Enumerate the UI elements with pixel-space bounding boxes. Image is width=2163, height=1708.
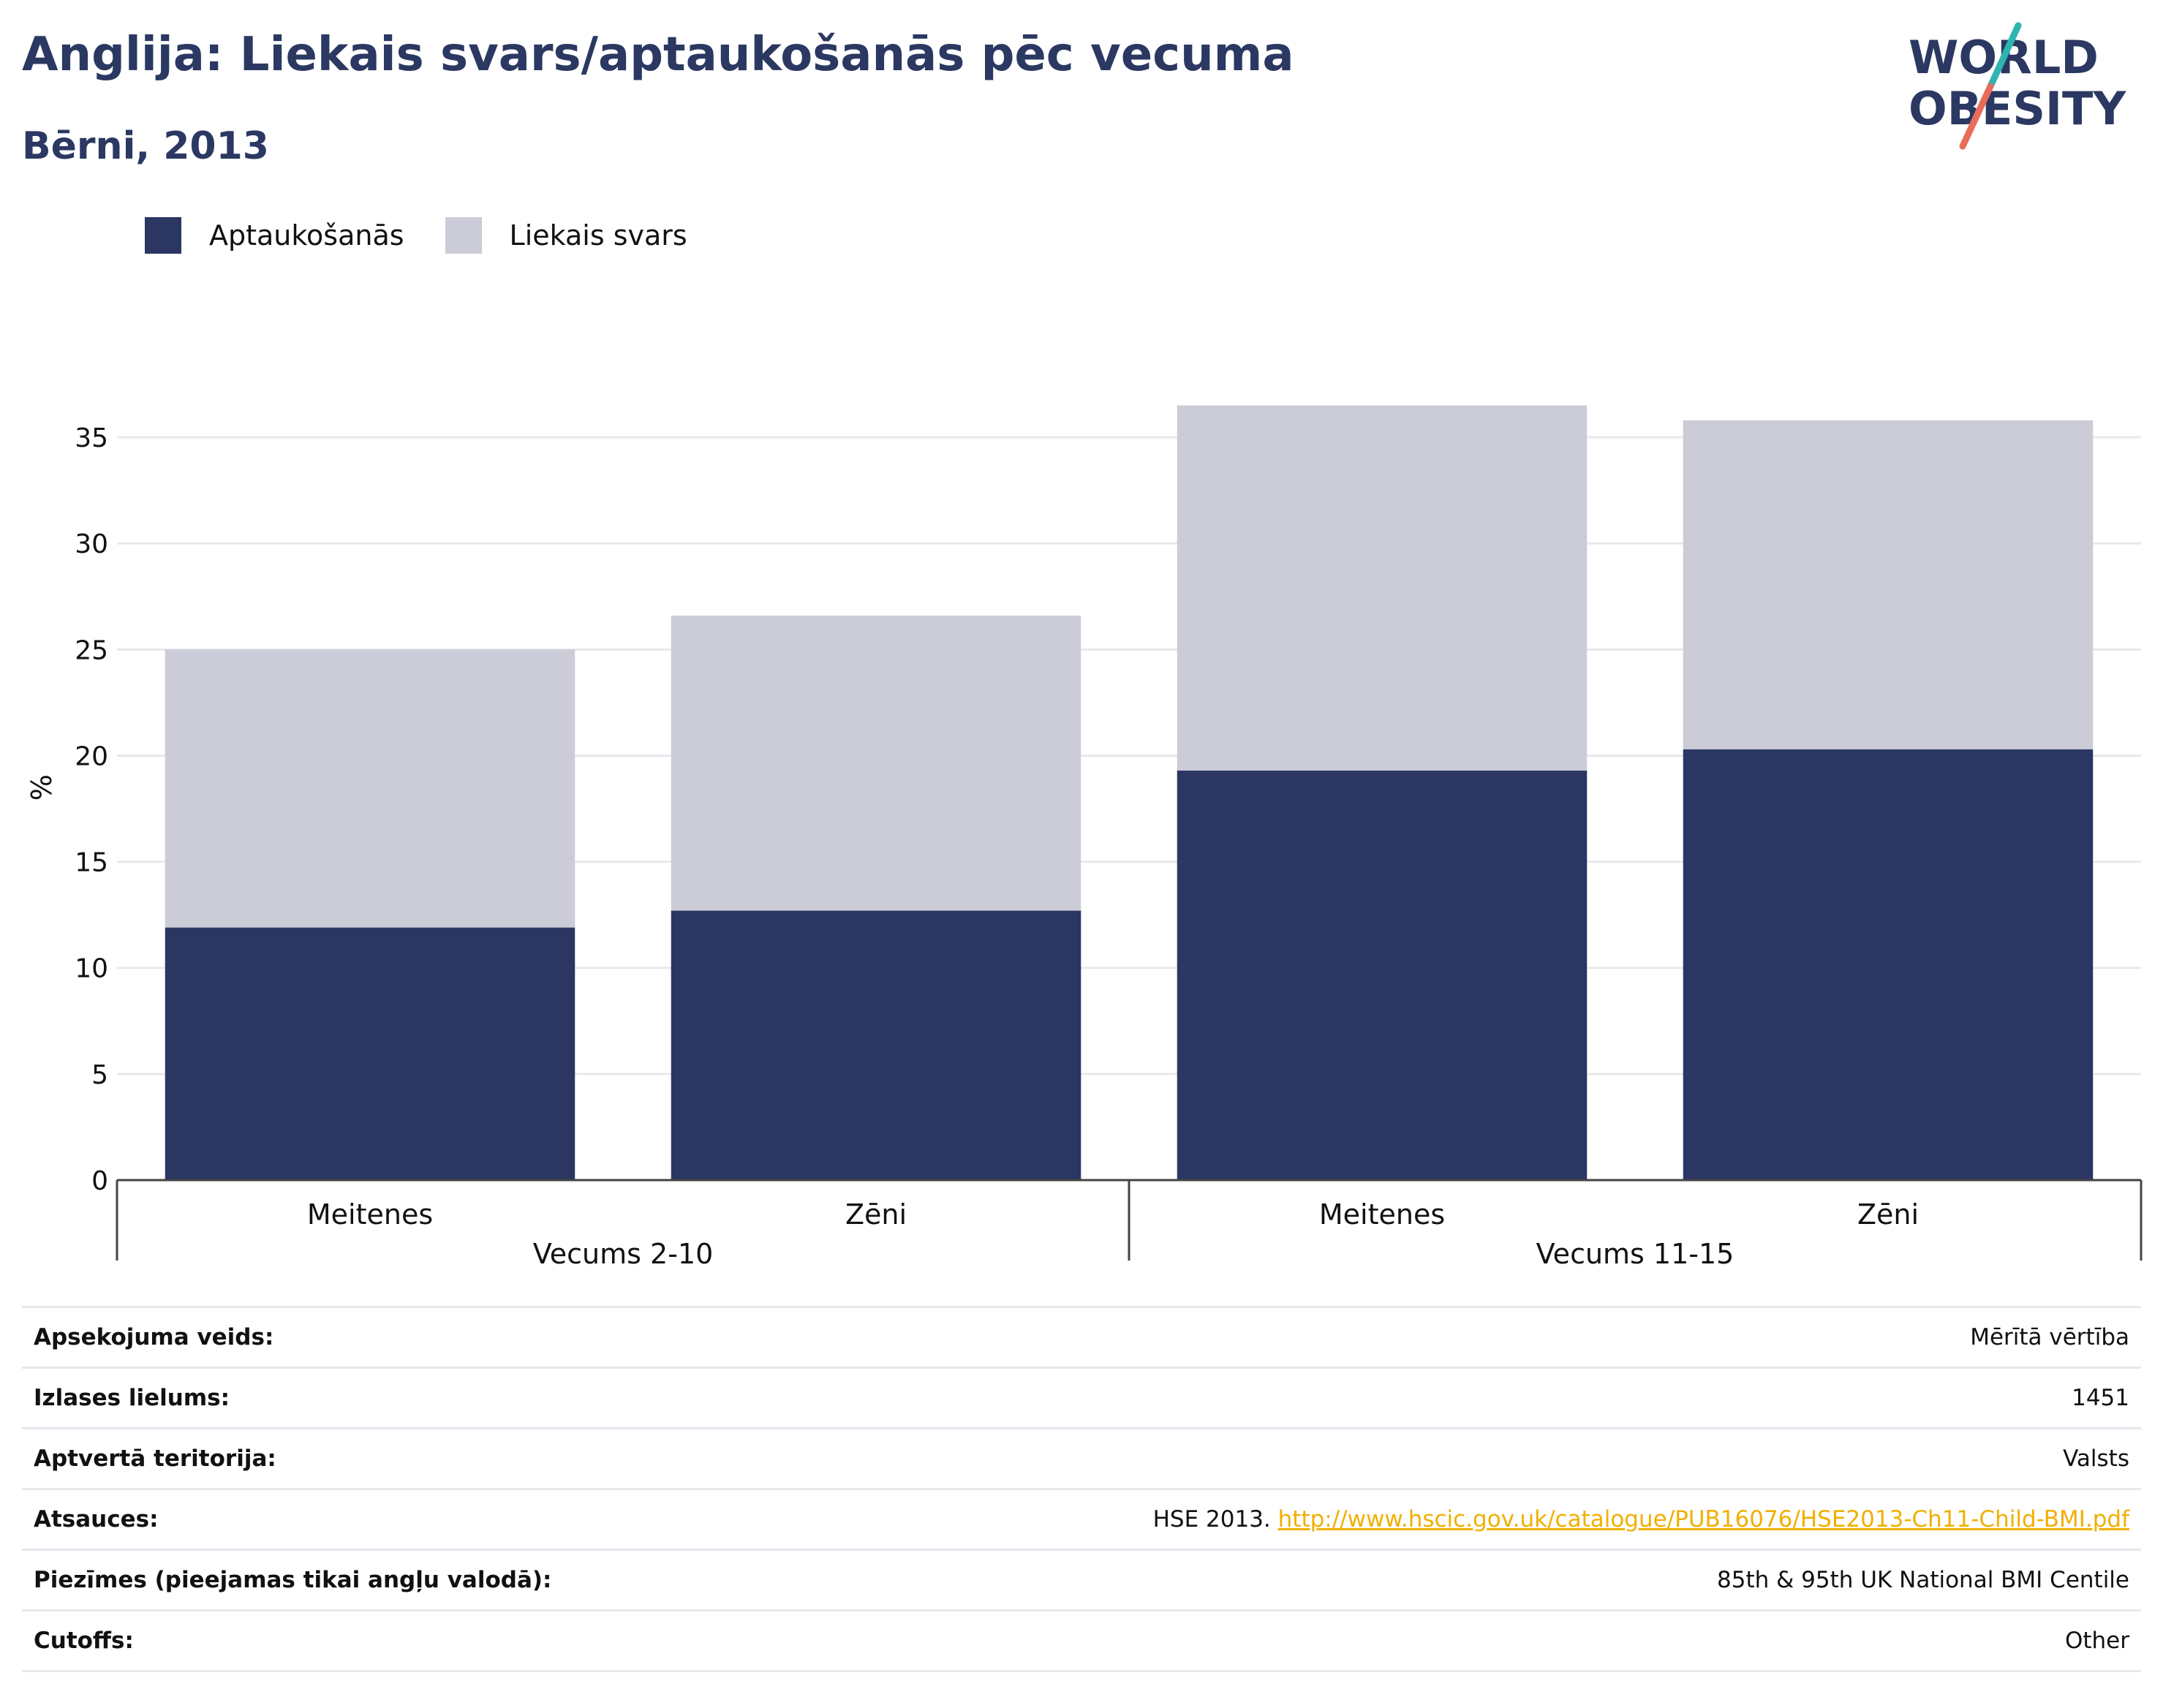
bar-obesity	[671, 910, 1082, 1180]
info-row-survey-type: Apsekojuma veids: Mērītā vērtība	[22, 1308, 2141, 1369]
reference-link[interactable]: http://www.hscic.gov.uk/catalogue/PUB160…	[1277, 1506, 2129, 1533]
info-row-references: Atsauces: HSE 2013. http://www.hscic.gov…	[22, 1490, 2141, 1551]
chart-subtitle: Bērni, 2013	[22, 124, 269, 168]
x-group-label: Vecums 11-15	[1536, 1238, 1734, 1270]
info-key: Aptvertā teritorija:	[34, 1446, 276, 1472]
bar-obesity	[1683, 749, 2094, 1180]
legend-swatch-overweight	[445, 217, 482, 254]
info-key: Piezīmes (pieejamas tikai angļu valodā):	[34, 1567, 552, 1593]
y-axis-label: %	[26, 774, 58, 801]
logo-coral-slash	[1959, 83, 1994, 150]
info-row-territory: Aptvertā teritorija: Valsts	[22, 1429, 2141, 1490]
y-tick-label: 30	[75, 529, 108, 559]
info-row-cutoffs: Cutoffs: Other	[22, 1611, 2141, 1672]
info-value: Mērītā vērtība	[1970, 1324, 2129, 1350]
info-key: Apsekojuma veids:	[34, 1324, 274, 1350]
bar-overweight	[165, 649, 575, 928]
info-row-sample-size: Izlases lielums: 1451	[22, 1369, 2141, 1429]
info-key: Izlases lielums:	[34, 1385, 230, 1411]
legend-swatch-obesity	[145, 217, 181, 254]
info-key: Atsauces:	[34, 1506, 159, 1533]
info-value: Valsts	[2063, 1446, 2129, 1472]
chart-title: Anglija: Liekais svars/aptaukošanās pēc …	[22, 28, 1294, 82]
info-value: 85th & 95th UK National BMI Centile	[1717, 1567, 2129, 1593]
x-category-label: Zēni	[845, 1198, 907, 1231]
bar-overweight	[671, 615, 1082, 911]
legend-label-overweight: Liekais svars	[509, 219, 687, 252]
logo-line2: OBESITY	[1909, 82, 2126, 135]
info-row-notes: Piezīmes (pieejamas tikai angļu valodā):…	[22, 1551, 2141, 1611]
x-category-label: Meitenes	[1319, 1198, 1445, 1231]
y-tick-label: 25	[75, 635, 108, 665]
reference-text: HSE 2013.	[1152, 1506, 1271, 1533]
info-value: HSE 2013. http://www.hscic.gov.uk/catalo…	[1153, 1506, 2129, 1533]
x-category-label: Zēni	[1857, 1198, 1919, 1231]
logo-teal-slash	[1987, 22, 2022, 90]
stacked-bar-chart: 0 5 10 15 20 25 30 35% Meitenes Zēni Meitenes Zēni V…	[26, 405, 2143, 1270]
y-tick-label: 20	[75, 741, 108, 771]
y-tick-label: 35	[75, 423, 108, 453]
bar-obesity	[1177, 770, 1588, 1180]
info-key: Cutoffs:	[34, 1628, 134, 1654]
bar-overweight	[1177, 405, 1588, 771]
info-value: 1451	[2072, 1385, 2129, 1411]
legend: Aptaukošanās Liekais svars	[145, 216, 728, 254]
y-tick-label: 10	[75, 954, 108, 984]
info-table: Apsekojuma veids: Mērītā vērtība Izlases…	[22, 1306, 2141, 1672]
info-value: Other	[2064, 1628, 2129, 1654]
y-tick-label: 15	[75, 848, 108, 878]
x-category-label: Meitenes	[307, 1198, 433, 1231]
y-tick-label: 0	[91, 1166, 108, 1196]
x-group-label: Vecums 2-10	[533, 1238, 714, 1270]
legend-label-obesity: Aptaukošanās	[209, 219, 404, 252]
bar-overweight	[1683, 420, 2094, 749]
y-tick-label: 5	[91, 1060, 108, 1090]
world-obesity-logo: WORLD OBESITY	[1909, 22, 2126, 150]
bar-obesity	[165, 927, 575, 1180]
